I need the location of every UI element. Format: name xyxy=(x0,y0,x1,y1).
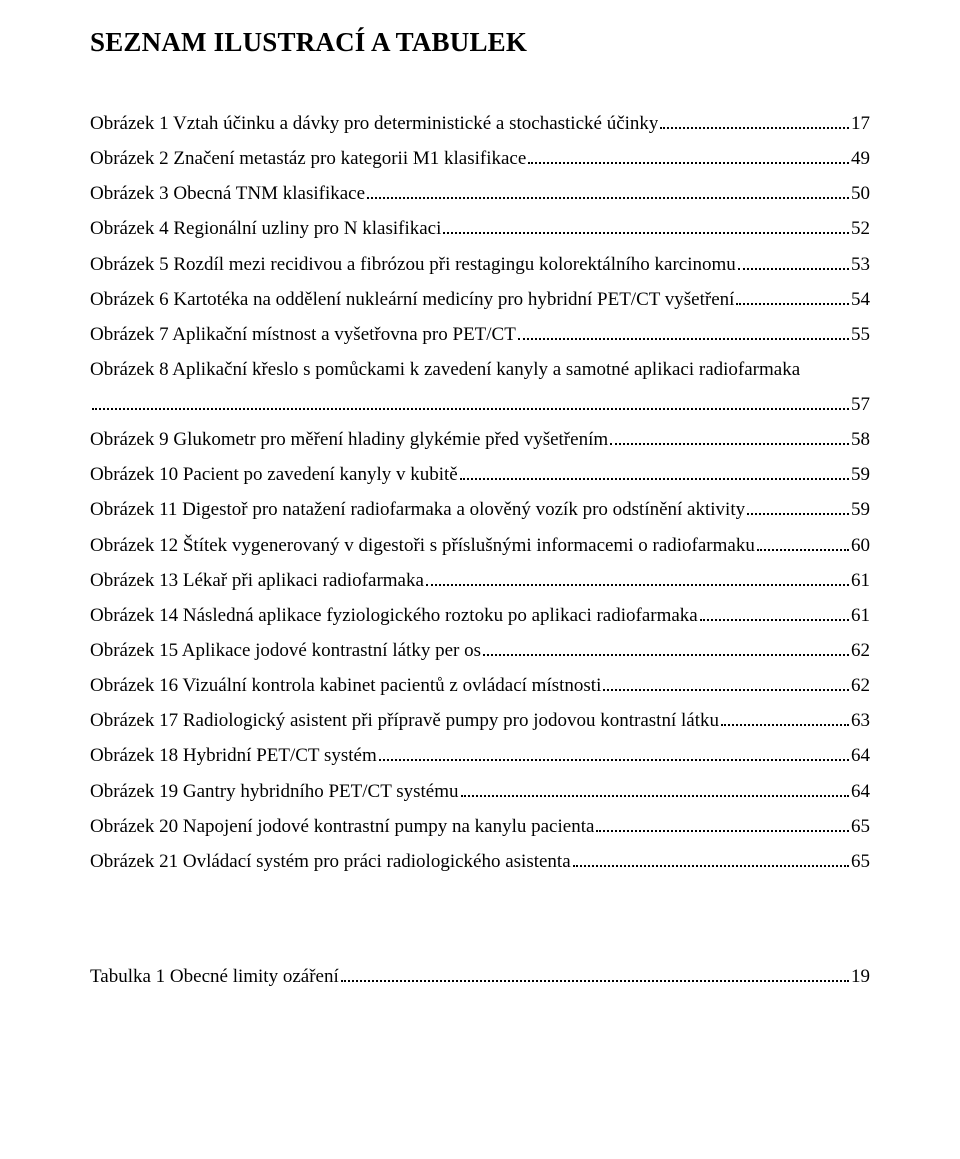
toc-leader-dots xyxy=(443,223,849,235)
toc-leader-dots xyxy=(426,574,849,586)
toc-entry: Obrázek 4 Regionální uzliny pro N klasif… xyxy=(90,211,870,246)
toc-entry-page: 59 xyxy=(851,492,870,527)
toc-entry: Obrázek 1 Vztah účinku a dávky pro deter… xyxy=(90,106,870,141)
toc-leader-dots xyxy=(610,434,849,446)
toc-entry-text: Obrázek 11 Digestoř pro natažení radiofa… xyxy=(90,492,745,527)
toc-leader-dots xyxy=(700,609,849,621)
toc-entry: Obrázek 16 Vizuální kontrola kabinet pac… xyxy=(90,668,870,703)
toc-leader-dots xyxy=(528,153,849,165)
toc-entry-page: 58 xyxy=(851,422,870,457)
toc-entry-page: 65 xyxy=(851,844,870,879)
page-title: SEZNAM ILUSTRACÍ A TABULEK xyxy=(90,18,870,68)
toc-entry: Obrázek 17 Radiologický asistent při pří… xyxy=(90,703,870,738)
toc-entry-text: Obrázek 19 Gantry hybridního PET/CT syst… xyxy=(90,774,459,809)
toc-leader-dots xyxy=(721,715,849,727)
toc-leader-dots xyxy=(367,188,849,200)
section-gap xyxy=(90,879,870,959)
toc-list: Obrázek 1 Vztah účinku a dávky pro deter… xyxy=(90,106,870,879)
toc-entry: Obrázek 8 Aplikační křeslo s pomůckami k… xyxy=(90,352,870,387)
toc-leader-dots xyxy=(379,750,849,762)
toc-entry-text: Obrázek 8 Aplikační křeslo s pomůckami k… xyxy=(90,359,800,380)
toc-entry-text: Obrázek 13 Lékař při aplikaci radiofarma… xyxy=(90,563,424,598)
toc-entry-page: 60 xyxy=(851,528,870,563)
toc-entry-text: Obrázek 4 Regionální uzliny pro N klasif… xyxy=(90,211,441,246)
toc-entry-text: Obrázek 3 Obecná TNM klasifikace xyxy=(90,176,365,211)
toc-entry-page: 62 xyxy=(851,668,870,703)
toc-entry-text: Obrázek 9 Glukometr pro měření hladiny g… xyxy=(90,422,608,457)
toc-entry-page: 63 xyxy=(851,703,870,738)
toc-entry: Obrázek 7 Aplikační místnost a vyšetřovn… xyxy=(90,317,870,352)
toc-leader-dots xyxy=(596,820,849,832)
toc-entry-page: 57 xyxy=(851,387,870,422)
toc-entry: Obrázek 12 Štítek vygenerovaný v digesto… xyxy=(90,528,870,563)
toc-leader-dots xyxy=(460,469,849,481)
toc-entry-page: 61 xyxy=(851,598,870,633)
toc-entry: Obrázek 3 Obecná TNM klasifikace 50 xyxy=(90,176,870,211)
toc-leader-dots xyxy=(747,504,849,516)
toc-entry: Obrázek 18 Hybridní PET/CT systém 64 xyxy=(90,738,870,773)
toc-entry-text: Obrázek 6 Kartotéka na oddělení nukleárn… xyxy=(90,282,734,317)
toc-entry-page: 54 xyxy=(851,282,870,317)
toc-entry-text: Obrázek 17 Radiologický asistent při pří… xyxy=(90,703,719,738)
toc-entry: Obrázek 5 Rozdíl mezi recidivou a fibróz… xyxy=(90,247,870,282)
toc-entry-page: 62 xyxy=(851,633,870,668)
toc-entry: Obrázek 13 Lékař při aplikaci radiofarma… xyxy=(90,563,870,598)
toc-leader-dots xyxy=(341,971,849,983)
toc-entry-text: Tabulka 1 Obecné limity ozáření xyxy=(90,959,339,994)
toc-entry-page: 50 xyxy=(851,176,870,211)
toc-entry-text: Obrázek 7 Aplikační místnost a vyšetřovn… xyxy=(90,317,516,352)
toc-entry-page: 65 xyxy=(851,809,870,844)
toc-entry-text: Obrázek 1 Vztah účinku a dávky pro deter… xyxy=(90,106,658,141)
toc-entry: Obrázek 6 Kartotéka na oddělení nukleárn… xyxy=(90,282,870,317)
toc-leader-dots xyxy=(603,680,849,692)
toc-leader-dots xyxy=(738,258,849,270)
toc-leader-dots xyxy=(483,645,849,657)
toc-entry: Tabulka 1 Obecné limity ozáření 19 xyxy=(90,959,870,994)
toc-entry-text: Obrázek 14 Následná aplikace fyziologick… xyxy=(90,598,698,633)
toc-entry: Obrázek 19 Gantry hybridního PET/CT syst… xyxy=(90,774,870,809)
toc-entry: Obrázek 2 Značení metastáz pro kategorii… xyxy=(90,141,870,176)
toc-entry-text: Obrázek 20 Napojení jodové kontrastní pu… xyxy=(90,809,594,844)
toc-leader-dots xyxy=(518,328,849,340)
toc-entry: Obrázek 9 Glukometr pro měření hladiny g… xyxy=(90,422,870,457)
toc-entry-page: 53 xyxy=(851,247,870,282)
document-page: SEZNAM ILUSTRACÍ A TABULEK Obrázek 1 Vzt… xyxy=(0,0,960,1159)
toc-entry-page: 17 xyxy=(851,106,870,141)
toc-entry-page: 52 xyxy=(851,211,870,246)
tables-list: Tabulka 1 Obecné limity ozáření 19 xyxy=(90,959,870,994)
toc-entry-text: Obrázek 12 Štítek vygenerovaný v digesto… xyxy=(90,528,755,563)
toc-entry-text: Obrázek 2 Značení metastáz pro kategorii… xyxy=(90,141,526,176)
toc-entry: Obrázek 11 Digestoř pro natažení radiofa… xyxy=(90,492,870,527)
toc-entry-text: Obrázek 18 Hybridní PET/CT systém xyxy=(90,738,377,773)
toc-entry: Obrázek 14 Následná aplikace fyziologick… xyxy=(90,598,870,633)
toc-leader-dots xyxy=(461,785,849,797)
toc-entry-text: Obrázek 15 Aplikace jodové kontrastní lá… xyxy=(90,633,481,668)
toc-entry-text: Obrázek 16 Vizuální kontrola kabinet pac… xyxy=(90,668,601,703)
toc-entry: Obrázek 20 Napojení jodové kontrastní pu… xyxy=(90,809,870,844)
toc-entry-page: 64 xyxy=(851,738,870,773)
toc-entry-page: 61 xyxy=(851,563,870,598)
toc-leader-dots xyxy=(757,539,849,551)
toc-entry-page: 64 xyxy=(851,774,870,809)
toc-leader-dots xyxy=(92,399,849,411)
toc-entry: Obrázek 21 Ovládací systém pro práci rad… xyxy=(90,844,870,879)
toc-leader-dots xyxy=(573,855,849,867)
toc-entry: Obrázek 10 Pacient po zavedení kanyly v … xyxy=(90,457,870,492)
toc-entry-continuation: 57 xyxy=(90,387,870,422)
toc-entry-text: Obrázek 5 Rozdíl mezi recidivou a fibróz… xyxy=(90,247,736,282)
toc-entry-text: Obrázek 21 Ovládací systém pro práci rad… xyxy=(90,844,571,879)
toc-leader-dots xyxy=(736,293,849,305)
toc-leader-dots xyxy=(660,117,849,129)
toc-entry-page: 59 xyxy=(851,457,870,492)
toc-entry-text: Obrázek 10 Pacient po zavedení kanyly v … xyxy=(90,457,458,492)
toc-entry-page: 49 xyxy=(851,141,870,176)
toc-entry-page: 19 xyxy=(851,959,870,994)
toc-entry: Obrázek 15 Aplikace jodové kontrastní lá… xyxy=(90,633,870,668)
toc-entry-page: 55 xyxy=(851,317,870,352)
